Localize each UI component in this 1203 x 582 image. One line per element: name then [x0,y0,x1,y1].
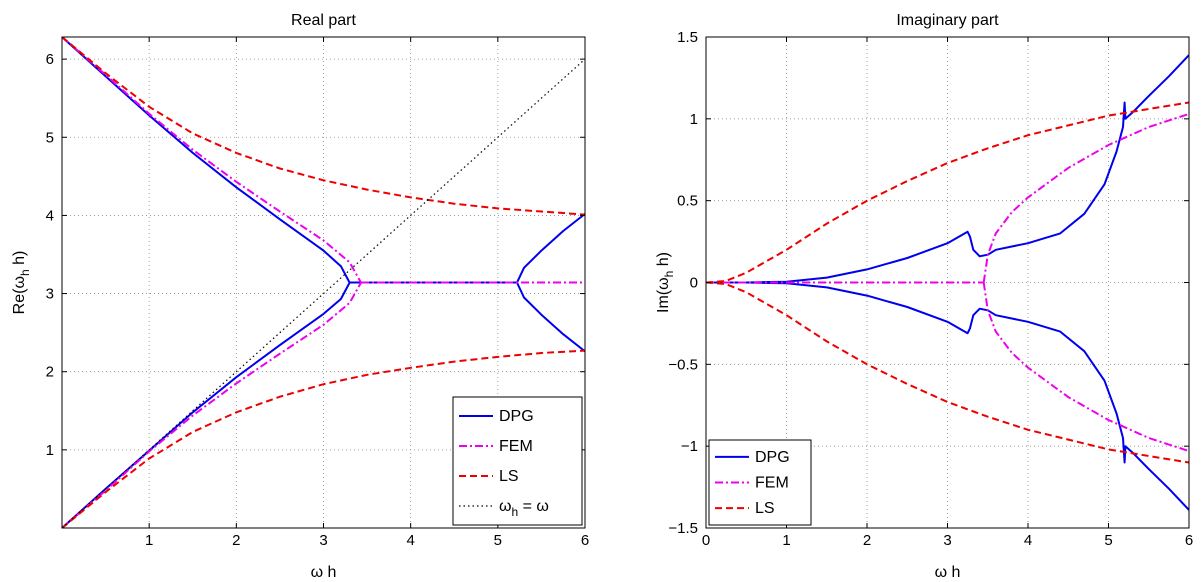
series-line-dpg-0 [706,54,1189,284]
x-tick-label: 0 [702,532,710,549]
imaginary-part-chart: 0 1 2 3 4 5 6 −1.5 −1 −0.5 0 0.5 1 1.5 Imaginary part ω… [655,12,1193,581]
y-tick-label: 5 [46,129,54,146]
x-tick-label: 5 [494,532,502,549]
y-tick-label: 3 [46,286,54,303]
y-tick-label: 2 [46,364,54,381]
y-tick-label: 1.5 [677,29,698,46]
x-tick-label: 1 [782,532,790,549]
legend-entry-label: DPG [755,449,790,466]
chart-title: Real part [291,12,356,29]
y-tick-label: −1.5 [668,520,698,537]
y-tick-label: 0.5 [677,193,698,210]
series-line-dpg-4 [516,282,585,353]
x-tick-label: 2 [232,532,240,549]
series-line-ls-1 [62,349,585,528]
series-line-ls-0 [62,37,585,216]
x-axis-label: ω h [935,564,961,581]
series-line-fem-0 [62,37,362,284]
x-tick-label: 1 [145,532,153,549]
series-line-fem-2 [982,282,1189,453]
series-line-dpg-0 [62,37,351,284]
legend: DPG FEM LS ωh​ = ω [452,396,583,526]
y-tick-label: 0 [690,275,698,292]
x-tick-label: 4 [406,532,414,549]
x-tick-label: 2 [863,532,871,549]
y-tick-label: −1 [681,438,698,455]
series-line-fem-1 [62,282,362,528]
series-line-ls-1 [706,281,1189,464]
y-axis-label: Im(ωh​ h) [655,252,676,313]
y-tick-label: 1 [46,442,54,459]
x-tick-label: 6 [1185,532,1193,549]
x-tick-label: 6 [581,532,589,549]
y-tick-label: −0.5 [668,356,698,373]
x-tick-label: 5 [1104,532,1112,549]
series-line-fem-1 [982,112,1189,283]
y-tick-label: 1 [690,111,698,128]
x-tick-label: 4 [1024,532,1032,549]
series-line-dpg-1 [706,281,1189,511]
legend-entry-label: FEM [755,475,789,492]
y-tick-label: 6 [46,51,54,68]
series-line-ls-0 [706,101,1189,284]
legend-entry-label: FEM [499,438,533,455]
real-part-chart: 1 2 3 4 5 6 1 2 3 4 5 6 Real part ω h Re(ωh​ h) DPG FEM L… [11,12,589,581]
y-axis-label: Re(ωh​ h) [11,251,32,315]
x-tick-label: 3 [943,532,951,549]
series-line-dpg-3 [516,213,585,284]
series-line--h--0 [62,58,585,528]
legend-entry-label: LS [755,500,775,517]
legend-entry-label: LS [499,468,519,485]
x-tick-label: 3 [319,532,327,549]
x-axis-label: ω h [311,564,337,581]
legend-entry-label: ωh​ = ω [499,498,549,519]
legend: DPG FEM LS [708,439,812,526]
chart-title: Imaginary part [896,12,999,29]
legend-box [452,396,583,526]
legend-entry-label: DPG [499,408,534,425]
y-tick-label: 4 [46,207,54,224]
